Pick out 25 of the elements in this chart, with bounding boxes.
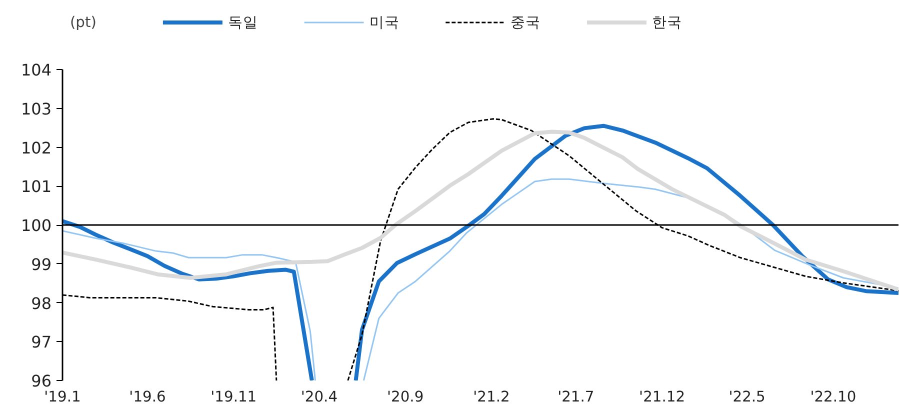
x-tick-label: '21.7 xyxy=(558,388,594,406)
x-tick-label: '20.4 xyxy=(300,388,338,406)
legend-label: 독일 xyxy=(228,14,258,31)
x-tick-label: '20.9 xyxy=(387,388,424,406)
y-axis-title: (pt) xyxy=(70,14,96,31)
y-tick-label: 96 xyxy=(31,372,52,390)
legend-label: 미국 xyxy=(369,14,400,31)
y-tick-label: 97 xyxy=(31,332,52,352)
y-tick-label: 98 xyxy=(31,294,52,313)
x-tick-label: '19.11 xyxy=(210,388,257,406)
y-tick-label: 100 xyxy=(20,216,52,235)
y-tick-label: 103 xyxy=(20,99,52,118)
y-tick-label: 102 xyxy=(20,138,52,158)
legend-label: 중국 xyxy=(510,14,541,31)
y-tick-label: 101 xyxy=(20,177,52,196)
x-tick-label: '21.2 xyxy=(473,388,510,406)
x-tick-label: '19.6 xyxy=(129,388,166,406)
legend-label: 한국 xyxy=(652,14,682,31)
x-tick-label: '19.1 xyxy=(44,388,81,406)
x-tick-label: '21.12 xyxy=(639,388,686,406)
line-series xyxy=(62,130,898,292)
x-tick-label: '22.5 xyxy=(728,388,766,406)
x-tick-label: '22.10 xyxy=(810,388,856,406)
y-tick-label: 104 xyxy=(20,60,52,80)
y-tick-label: 99 xyxy=(31,254,52,274)
